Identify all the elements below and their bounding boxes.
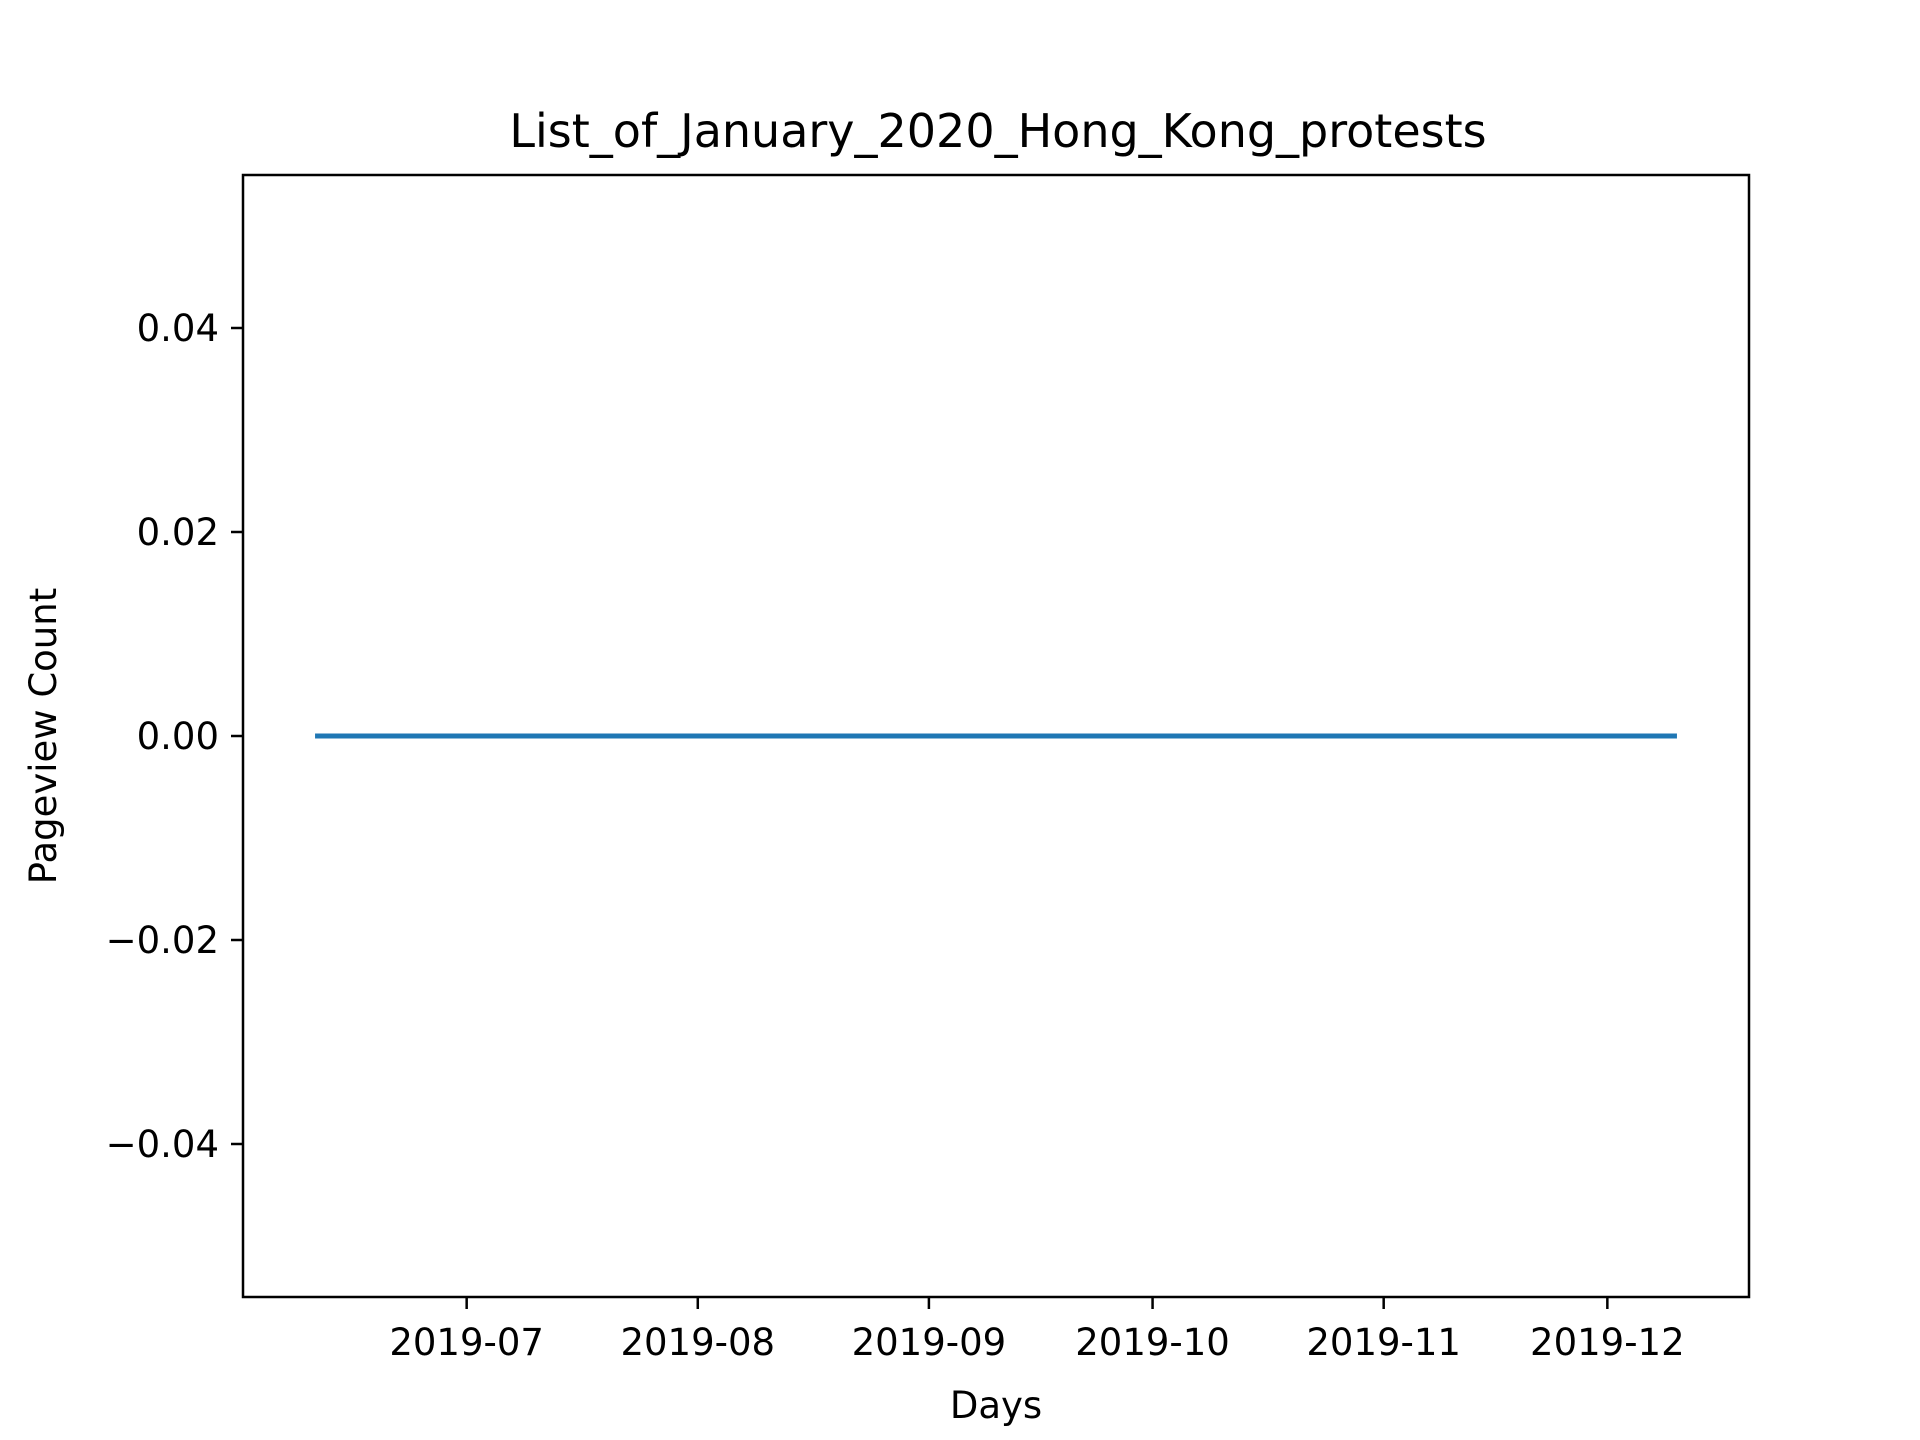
y-tick-label: 0.00 [137, 715, 219, 758]
x-axis: 2019-07 2019-08 2019-09 2019-10 2019-11 2019-… [389, 1297, 1685, 1364]
x-tick-label: 2019-08 [620, 1321, 775, 1364]
x-tick-label: 2019-07 [389, 1321, 544, 1364]
x-tick-label: 2019-12 [1530, 1321, 1685, 1364]
x-tick-label: 2019-11 [1306, 1321, 1461, 1364]
y-axis-label: Pageview Count [22, 588, 65, 884]
x-tick-label: 2019-09 [852, 1321, 1007, 1364]
y-tick-label: 0.04 [137, 307, 219, 350]
y-tick-label: −0.02 [106, 919, 219, 962]
x-axis-label: Days [950, 1384, 1042, 1427]
chart-title: List_of_January_2020_Hong_Kong_protests [509, 104, 1486, 158]
y-tick-label: 0.02 [137, 511, 219, 554]
y-tick-label: −0.04 [106, 1123, 219, 1166]
x-tick-label: 2019-10 [1075, 1321, 1230, 1364]
y-axis: −0.04 −0.02 0.00 0.02 0.04 [106, 307, 243, 1166]
